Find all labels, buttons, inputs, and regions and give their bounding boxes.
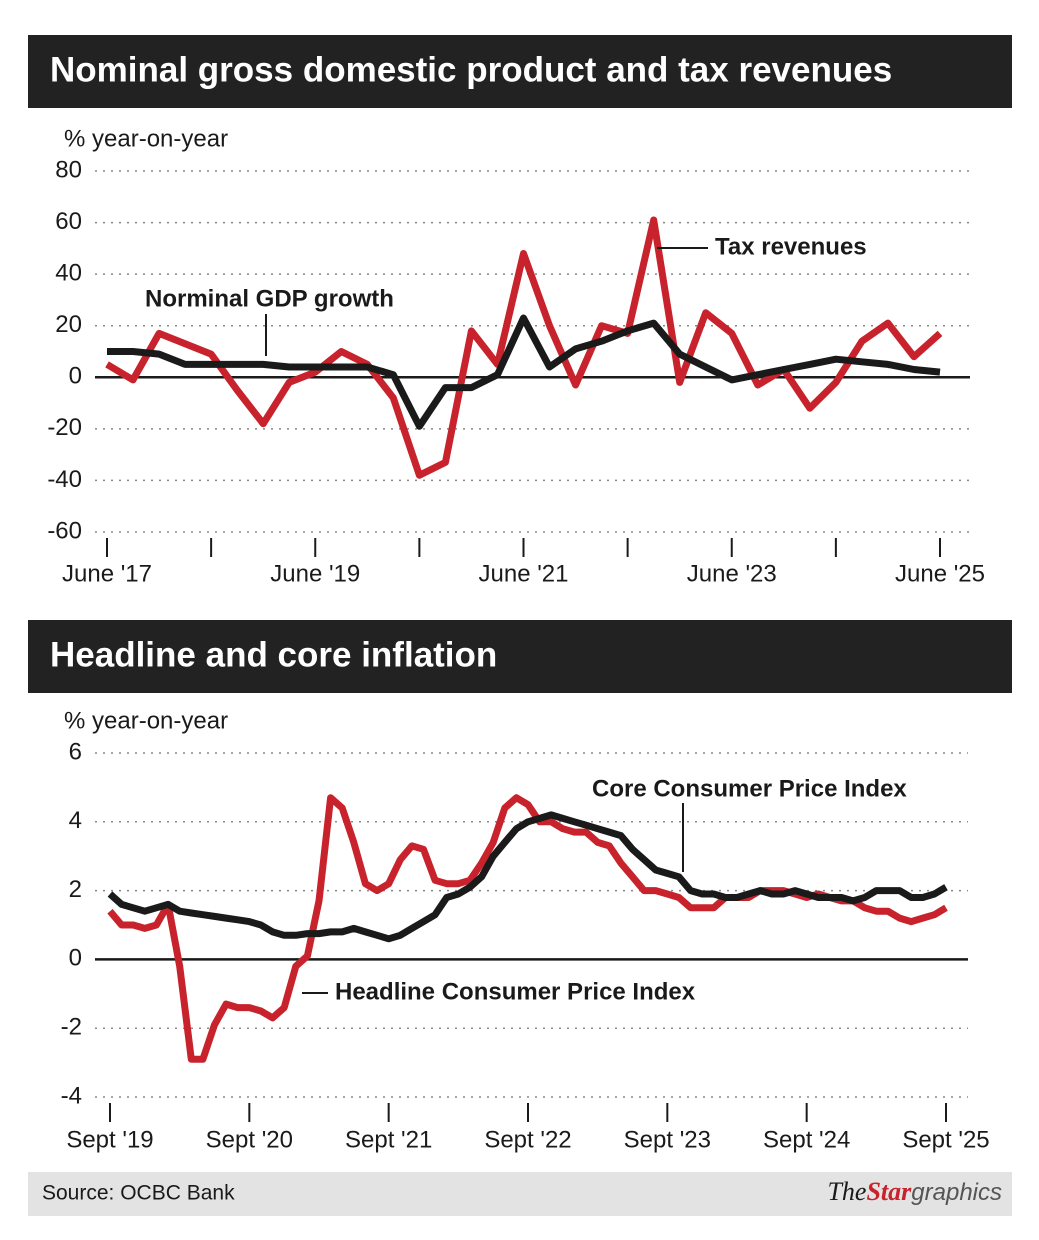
- series-label: Headline Consumer Price Index: [335, 978, 696, 1005]
- series-line: [107, 314, 941, 430]
- x-tick-label: Sept '20: [206, 1126, 293, 1153]
- y-axis-label: % year-on-year: [64, 707, 228, 734]
- y-tick-label: -60: [47, 517, 82, 544]
- y-tick-label: -4: [61, 1082, 82, 1109]
- x-tick-label: Sept '19: [66, 1126, 153, 1153]
- y-tick-label: 40: [55, 259, 82, 286]
- y-tick-label: 60: [55, 208, 82, 235]
- credit-star: Star: [866, 1177, 912, 1206]
- series-label: Norminal GDP growth: [145, 285, 394, 312]
- y-tick-label: 0: [69, 363, 82, 390]
- series-label: Core Consumer Price Index: [592, 775, 907, 802]
- x-tick-label: June '23: [687, 560, 777, 587]
- y-tick-label: -20: [47, 414, 82, 441]
- chart-title: Nominal gross domestic product and tax r…: [50, 50, 892, 89]
- y-tick-label: 80: [55, 156, 82, 183]
- x-tick-label: June '19: [270, 560, 360, 587]
- x-tick-label: June '21: [479, 560, 569, 587]
- series-line: [107, 811, 948, 943]
- x-tick-label: Sept '22: [484, 1126, 571, 1153]
- credit: TheStargraphics: [827, 1177, 1002, 1206]
- title-bar: [28, 35, 1012, 108]
- series-label: Tax revenues: [715, 233, 867, 260]
- y-tick-label: -2: [61, 1014, 82, 1041]
- credit-graphics: graphics: [911, 1179, 1002, 1206]
- y-tick-label: 20: [55, 311, 82, 338]
- credit-the: The: [827, 1177, 866, 1206]
- y-tick-label: 0: [69, 945, 82, 972]
- y-tick-label: 2: [69, 876, 82, 903]
- series-line: [105, 216, 943, 479]
- x-tick-label: June '17: [62, 560, 152, 587]
- x-tick-label: Sept '21: [345, 1126, 432, 1153]
- y-tick-label: 6: [69, 738, 82, 765]
- x-tick-label: Sept '24: [763, 1126, 850, 1153]
- x-tick-label: June '25: [895, 560, 985, 587]
- series-line: [107, 794, 948, 1063]
- source: Source: OCBC Bank: [42, 1182, 235, 1205]
- footer-bar: [28, 1172, 1012, 1216]
- x-tick-label: Sept '23: [624, 1126, 711, 1153]
- x-tick-label: Sept '25: [902, 1126, 989, 1153]
- title-bar: [28, 620, 1012, 693]
- chart-title: Headline and core inflation: [50, 635, 497, 674]
- y-tick-label: 4: [69, 807, 82, 834]
- y-axis-label: % year-on-year: [64, 125, 228, 152]
- y-tick-label: -40: [47, 466, 82, 493]
